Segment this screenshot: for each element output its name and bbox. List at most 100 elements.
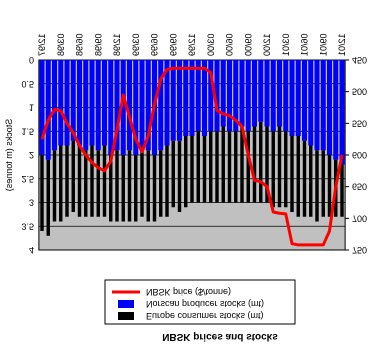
bar <box>115 150 119 222</box>
x-tick-label: 06/00 <box>225 33 235 56</box>
bar <box>315 150 319 222</box>
bar <box>277 60 282 127</box>
bar <box>183 60 189 136</box>
y-tick-label: 1.5 <box>21 126 34 136</box>
bar <box>202 60 207 136</box>
bar <box>108 60 114 155</box>
bar <box>314 60 320 151</box>
legend-box <box>104 279 296 325</box>
bar <box>170 60 176 141</box>
bar <box>158 60 164 151</box>
bar <box>221 126 225 203</box>
bar <box>102 60 107 146</box>
x-tick-label: 09/99 <box>168 33 178 56</box>
bar <box>240 126 244 203</box>
y2-tick-label: 600 <box>352 150 367 160</box>
bar <box>59 145 63 222</box>
x-tick-label: 12/98 <box>112 33 122 56</box>
bar <box>308 60 314 146</box>
bar <box>196 131 200 203</box>
bar <box>246 131 250 203</box>
x-tick-label: 12/97 <box>37 33 47 56</box>
bar <box>58 60 64 146</box>
bar <box>258 60 264 122</box>
bar <box>333 60 339 160</box>
bar <box>134 155 138 222</box>
bar <box>65 145 69 217</box>
bar <box>120 60 126 155</box>
bar <box>189 60 195 136</box>
bar <box>127 150 132 222</box>
y-tick-label: 2.5 <box>21 174 34 184</box>
bar <box>165 145 169 217</box>
legend-label: Norscan producer stocks (mt) <box>146 299 264 309</box>
y-axis-label: Stocks (m tonnes) <box>4 119 14 192</box>
bar <box>177 140 182 212</box>
bar <box>259 121 263 203</box>
bar <box>139 60 145 151</box>
bar <box>195 60 201 132</box>
x-tick-label: 03/01 <box>281 33 291 56</box>
x-tick-label: 09/98 <box>93 33 103 56</box>
price-line <box>40 66 344 247</box>
bar <box>45 60 51 160</box>
x-tick-label: 06/98 <box>75 33 85 56</box>
bar <box>289 60 295 136</box>
bar <box>309 145 313 217</box>
bar <box>77 145 82 217</box>
x-tick-label: 12/01 <box>337 33 347 56</box>
bar <box>290 136 294 212</box>
bar <box>164 60 170 146</box>
bar <box>40 155 44 231</box>
legend-label: Europe consumer stocks (mt) <box>146 311 264 321</box>
bar <box>146 150 150 222</box>
bar <box>227 131 232 203</box>
y-tick-label: 2 <box>29 150 34 160</box>
x-tick-label: 03/00 <box>206 33 216 56</box>
y2-tick-label: 750 <box>352 245 367 255</box>
x-tick-label: 09/00 <box>243 33 253 56</box>
x-tick-label: 12/99 <box>187 33 197 56</box>
bar <box>277 126 282 208</box>
bar <box>327 155 332 217</box>
bar <box>159 150 163 217</box>
bar <box>145 60 151 151</box>
bar <box>140 150 144 217</box>
bar <box>177 60 182 141</box>
bar <box>270 60 276 132</box>
bar <box>321 150 325 217</box>
y2-tick-label: 450 <box>352 55 367 65</box>
bar <box>245 60 251 132</box>
bar <box>339 60 345 165</box>
y-tick-label: 0.5 <box>21 79 34 89</box>
y2-tick-label: 500 <box>352 87 367 97</box>
bar <box>340 164 344 217</box>
bar <box>64 60 70 146</box>
bar <box>302 60 307 141</box>
bar <box>202 136 207 203</box>
legend-label: NBSK price ($/tonne) <box>146 287 231 297</box>
bar <box>271 131 275 208</box>
bar <box>95 60 101 151</box>
bar <box>190 136 194 203</box>
bar <box>70 60 76 141</box>
bar <box>233 60 239 132</box>
bar <box>90 145 94 217</box>
legend-swatch <box>118 300 134 308</box>
y2-tick-label: 700 <box>352 213 367 223</box>
bar <box>89 60 95 146</box>
bar <box>214 60 220 132</box>
y-tick-label: 0 <box>29 55 34 65</box>
bar <box>320 60 326 151</box>
bar <box>264 60 270 127</box>
x-tick-label: 03/99 <box>131 33 141 56</box>
bar <box>71 140 75 212</box>
bar <box>83 60 89 151</box>
bar <box>109 155 113 222</box>
bar <box>220 60 226 127</box>
bar <box>265 126 269 203</box>
bar <box>84 150 88 217</box>
y-tick-label: 3 <box>29 198 34 208</box>
bar <box>152 155 157 222</box>
bar <box>239 60 245 127</box>
